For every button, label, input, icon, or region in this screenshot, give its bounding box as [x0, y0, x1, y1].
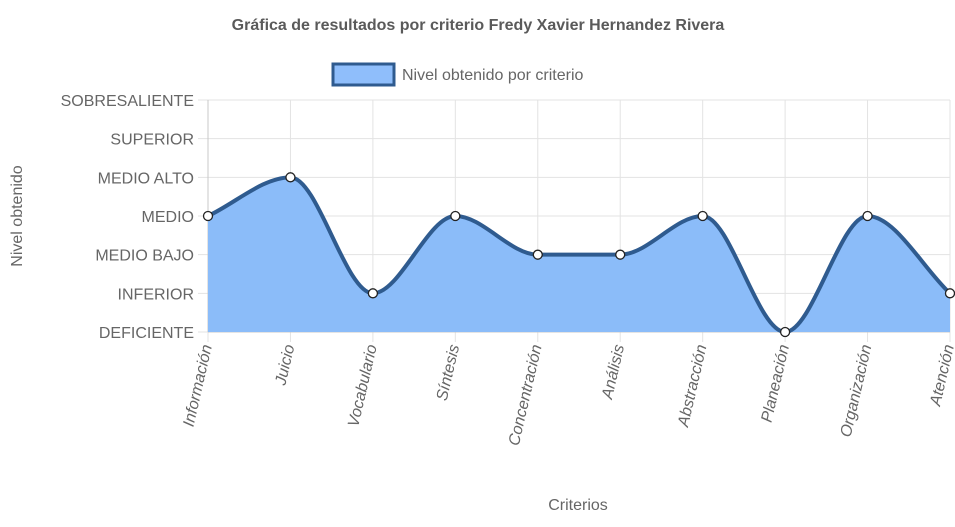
series-line — [206, 175, 952, 334]
x-axis-title: Criterios — [548, 497, 608, 514]
x-tick-label: Síntesis — [434, 343, 463, 402]
point-layer — [202, 172, 955, 338]
data-point[interactable] — [202, 210, 214, 222]
y-axis-title: Nivel obtenido — [9, 165, 26, 267]
y-tick-label: MEDIO ALTO — [98, 170, 194, 187]
data-point[interactable] — [779, 326, 791, 338]
legend-swatch[interactable] — [331, 62, 396, 87]
y-tick-labels: DEFICIENTE INFERIOR MEDIO BAJO MEDIO MEDIO A… — [61, 93, 194, 342]
line-layer — [206, 175, 952, 334]
data-point[interactable] — [697, 210, 708, 222]
y-tick-label: MEDIO BAJO — [95, 248, 194, 265]
x-tick-labels: Información Juicio Vocabulario Síntesis Conc… — [181, 343, 955, 447]
y-tick-label: SUPERIOR — [110, 132, 194, 149]
data-point[interactable] — [615, 249, 626, 260]
x-tick-label: Análisis — [599, 343, 628, 402]
y-tick-label: INFERIOR — [118, 286, 194, 303]
data-point[interactable] — [944, 288, 955, 299]
data-point[interactable] — [367, 288, 379, 299]
x-tick-label: Abstracción — [675, 343, 711, 429]
legend-label[interactable]: Nivel obtenido por criterio — [402, 67, 584, 84]
x-tick-label: Información — [181, 343, 216, 428]
data-point[interactable] — [862, 210, 873, 222]
x-tick-label: Planeación — [759, 343, 793, 424]
x-tick-label: Concentración — [506, 343, 546, 447]
data-point[interactable] — [532, 249, 543, 260]
chart-title: Gráfica de resultados por criterio Fredy… — [232, 17, 725, 34]
x-tick-label: Organización — [838, 343, 876, 439]
y-tick-label: DEFICIENTE — [99, 325, 194, 342]
x-tick-label: Vocabulario — [345, 343, 380, 429]
x-tick-label: Juicio — [272, 343, 298, 388]
area-layer — [208, 177, 950, 332]
series-area — [208, 177, 950, 332]
x-tick-label: Atención — [927, 343, 955, 409]
legend[interactable]: Nivel obtenido por criterio — [331, 62, 584, 87]
y-tick-label: SOBRESALIENTE — [61, 93, 194, 110]
data-point[interactable] — [285, 172, 296, 183]
data-point[interactable] — [450, 210, 461, 222]
y-tick-label: MEDIO — [142, 209, 194, 226]
